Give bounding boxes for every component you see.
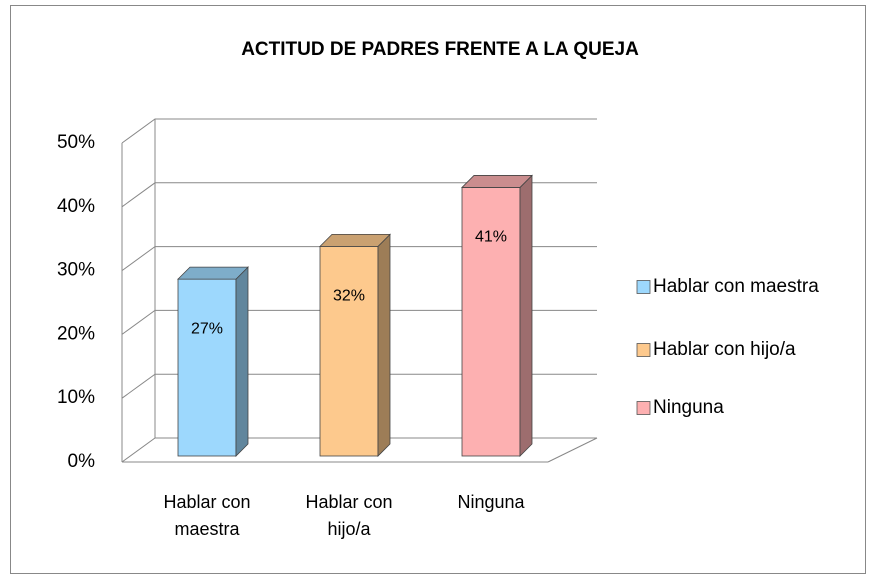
grid-line: [121, 373, 597, 399]
legend-label: Hablar con hijo/a: [653, 339, 796, 360]
bar-front: [461, 187, 521, 457]
y-tick-label: 20%: [57, 323, 95, 344]
data-label: 27%: [191, 320, 223, 337]
bar-side: [519, 174, 533, 457]
grid-line: [121, 437, 597, 463]
grid-line: [121, 246, 597, 272]
y-tick-label: 0%: [68, 451, 96, 472]
bar: [319, 233, 391, 457]
y-tick-label: 40%: [57, 196, 95, 217]
bar-top: [319, 233, 391, 247]
grid-line: [121, 118, 597, 144]
floor-edge: [547, 437, 598, 463]
x-tick-label: Ninguna: [457, 492, 525, 512]
y-tick-label: 10%: [57, 387, 95, 408]
y-tick-label: 30%: [57, 260, 95, 281]
legend-swatch: [636, 343, 651, 357]
data-label: 41%: [475, 229, 507, 246]
legend-swatch: [636, 401, 651, 415]
legend-label: Ninguna: [653, 397, 724, 418]
bar: [177, 266, 249, 457]
bar-top: [461, 175, 533, 188]
bar-side: [377, 233, 391, 457]
x-tick-label: Hablar con maestra: [163, 492, 251, 539]
legend-label: Hablar con maestra: [653, 276, 819, 297]
chart-title: ACTITUD DE PADRES FRENTE A LA QUEJA: [241, 39, 639, 60]
grid-line: [121, 309, 597, 335]
bar-front: [177, 278, 237, 457]
x-tick-label: Hablar con hijo/a: [305, 492, 393, 539]
legend-swatch: [636, 280, 651, 294]
grid-line: [121, 182, 597, 208]
bar-top: [177, 266, 249, 280]
bar-side: [235, 266, 249, 457]
data-label: 32%: [333, 288, 365, 305]
y-tick-label: 50%: [57, 132, 95, 153]
bar: [461, 174, 533, 457]
bar-front: [319, 245, 379, 457]
chart-border: [10, 5, 866, 574]
